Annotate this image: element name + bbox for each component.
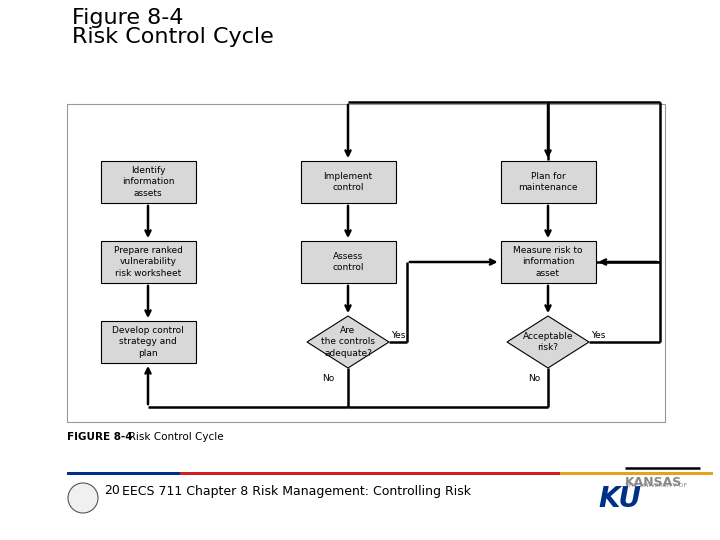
Text: Yes: Yes	[591, 332, 606, 341]
Bar	[67, 471, 180, 475]
Bar	[101, 321, 196, 363]
Polygon shape	[307, 316, 389, 368]
Bar	[101, 161, 196, 203]
Bar	[300, 241, 395, 283]
Text: FIGURE 8-4: FIGURE 8-4	[67, 432, 132, 442]
Text: Yes: Yes	[391, 332, 405, 341]
Bar	[180, 471, 560, 475]
Text: EECS 711 Chapter 8 Risk Management: Controlling Risk: EECS 711 Chapter 8 Risk Management: Cont…	[122, 484, 471, 497]
Text: Are
the controls
adequate?: Are the controls adequate?	[321, 326, 375, 357]
Text: Identify
information
assets: Identify information assets	[122, 166, 174, 198]
Text: 20: 20	[104, 484, 120, 497]
Text: Prepare ranked
vulnerability
risk worksheet: Prepare ranked vulnerability risk worksh…	[114, 246, 182, 278]
Bar	[101, 241, 196, 283]
Text: Acceptable
risk?: Acceptable risk?	[523, 332, 573, 352]
Text: Assess
control: Assess control	[332, 252, 364, 272]
Circle shape	[68, 483, 98, 513]
Text: Risk Control Cycle: Risk Control Cycle	[119, 432, 224, 442]
Text: THE UNIVERSITY OF: THE UNIVERSITY OF	[625, 483, 687, 488]
Bar	[67, 104, 665, 422]
Text: KU: KU	[598, 485, 641, 513]
Text: KANSAS: KANSAS	[625, 476, 683, 489]
Text: Measure risk to
information
asset: Measure risk to information asset	[513, 246, 582, 278]
Text: Develop control
strategy and
plan: Develop control strategy and plan	[112, 326, 184, 357]
Text: Plan for
maintenance: Plan for maintenance	[518, 172, 577, 192]
Text: Risk Control Cycle: Risk Control Cycle	[72, 27, 274, 47]
Bar	[560, 471, 713, 475]
Bar	[300, 161, 395, 203]
Text: Implement
control: Implement control	[323, 172, 372, 192]
Text: No: No	[528, 374, 540, 383]
Text: No: No	[322, 374, 334, 383]
Text: Figure 8-4: Figure 8-4	[72, 8, 184, 28]
Bar	[500, 161, 595, 203]
Bar	[500, 241, 595, 283]
Polygon shape	[507, 316, 589, 368]
